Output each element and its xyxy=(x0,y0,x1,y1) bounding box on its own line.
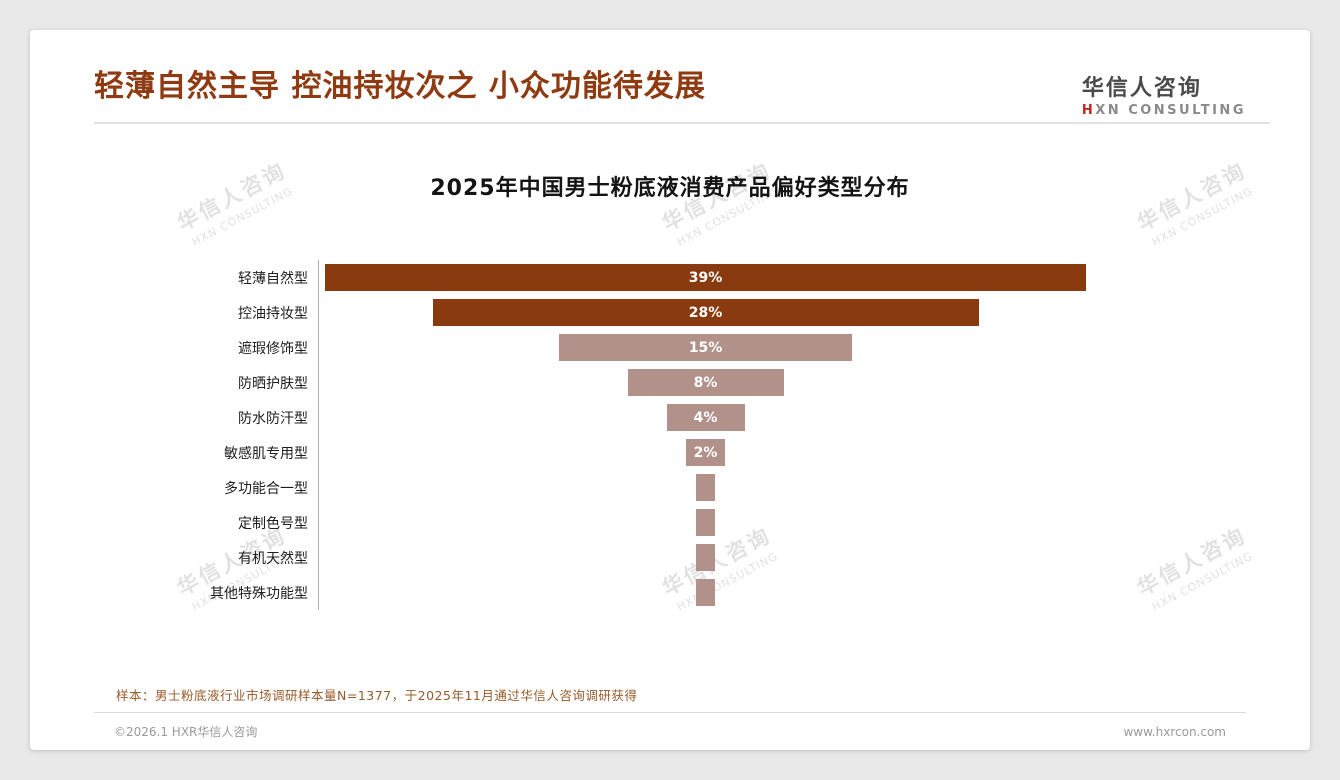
logo-subtitle: HXN CONSULTING xyxy=(1081,103,1246,118)
header-divider xyxy=(94,122,1270,124)
category-label: 有机天然型 xyxy=(238,550,308,567)
page-title: 轻薄自然主导 控油持妆次之 小众功能待发展 xyxy=(94,69,706,104)
bar-chart: 轻薄自然型 39% 控油持妆型 28% 遮瑕修饰型 15% 防晒护肤型 8% 防水防汗型 4% 敏感… xyxy=(30,260,1310,610)
bar-track xyxy=(318,540,1092,575)
logo-name: 华信人咨询 xyxy=(1081,76,1202,101)
category-label: 定制色号型 xyxy=(238,515,308,532)
bar-track xyxy=(318,575,1092,610)
chart-row: 防水防汗型 4% xyxy=(94,400,1310,435)
bar-value-label: 28% xyxy=(688,304,723,321)
bar-track: 4% xyxy=(318,400,1092,435)
bar-track xyxy=(318,505,1092,540)
bar-value-label: 2% xyxy=(693,444,718,461)
category-label: 敏感肌专用型 xyxy=(224,445,308,462)
chart-title: 2025年中国男士粉底液消费产品偏好类型分布 xyxy=(430,176,910,201)
bar-track: 28% xyxy=(318,295,1092,330)
bar-value-label: 39% xyxy=(688,269,723,286)
chart-row: 其他特殊功能型 xyxy=(94,575,1310,610)
category-label: 轻薄自然型 xyxy=(238,270,308,287)
category-label: 防晒护肤型 xyxy=(238,375,308,392)
chart-row: 定制色号型 xyxy=(94,505,1310,540)
bar-value-label: 4% xyxy=(693,409,718,426)
footer-url: www.hxrcon.com xyxy=(1123,724,1226,739)
category-label: 其他特殊功能型 xyxy=(210,585,308,602)
watermark: 华信人咨询 HXN CONSULTING xyxy=(626,138,815,267)
chart-row: 多功能合一型 xyxy=(94,470,1310,505)
bar-value-label: 8% xyxy=(693,374,718,391)
bar: 15% xyxy=(559,334,852,361)
chart-row: 控油持妆型 28% xyxy=(94,295,1310,330)
bar: 2% xyxy=(686,439,725,466)
chart-row: 遮瑕修饰型 15% xyxy=(94,330,1310,365)
chart-row: 防晒护肤型 8% xyxy=(94,365,1310,400)
category-label: 控油持妆型 xyxy=(238,305,308,322)
bar: 39% xyxy=(325,264,1086,291)
bar: 4% xyxy=(666,404,745,431)
footer: ©2026.1 HXR华信人咨询 www.hxrcon.com xyxy=(94,712,1246,750)
bar-track: 15% xyxy=(318,330,1092,365)
report-card: 华信人咨询 HXN CONSULTING 华信人咨询 HXN CONSULTING 华信… xyxy=(30,30,1310,750)
category-label: 多功能合一型 xyxy=(224,480,308,497)
bar-track: 39% xyxy=(318,260,1092,295)
chart-row: 有机天然型 xyxy=(94,540,1310,575)
bar: 8% xyxy=(627,369,784,396)
watermark: 华信人咨询 HXN CONSULTING xyxy=(141,138,330,267)
bar xyxy=(695,509,716,536)
footer-copyright: ©2026.1 HXR华信人咨询 xyxy=(114,725,258,739)
bar-value-label: 15% xyxy=(688,339,723,356)
bar-track: 8% xyxy=(318,365,1092,400)
watermark: 华信人咨询 HXN CONSULTING xyxy=(1101,138,1290,267)
bar xyxy=(695,544,716,571)
chart-row: 轻薄自然型 39% xyxy=(94,260,1310,295)
chart-row: 敏感肌专用型 2% xyxy=(94,435,1310,470)
header: 轻薄自然主导 控油持妆次之 小众功能待发展 华信人咨询 HXN CONSULTI… xyxy=(30,30,1310,118)
bar: 28% xyxy=(432,299,979,326)
sample-note: 样本：男士粉底液行业市场调研样本量N=1377，于2025年11月通过华信人咨询… xyxy=(116,688,638,703)
logo: 华信人咨询 HXN CONSULTING xyxy=(1082,70,1246,118)
bar-track: 2% xyxy=(318,435,1092,470)
bar xyxy=(695,579,716,606)
category-label: 遮瑕修饰型 xyxy=(238,340,308,357)
category-label: 防水防汗型 xyxy=(238,410,308,427)
bar-track xyxy=(318,470,1092,505)
bar xyxy=(695,474,716,501)
